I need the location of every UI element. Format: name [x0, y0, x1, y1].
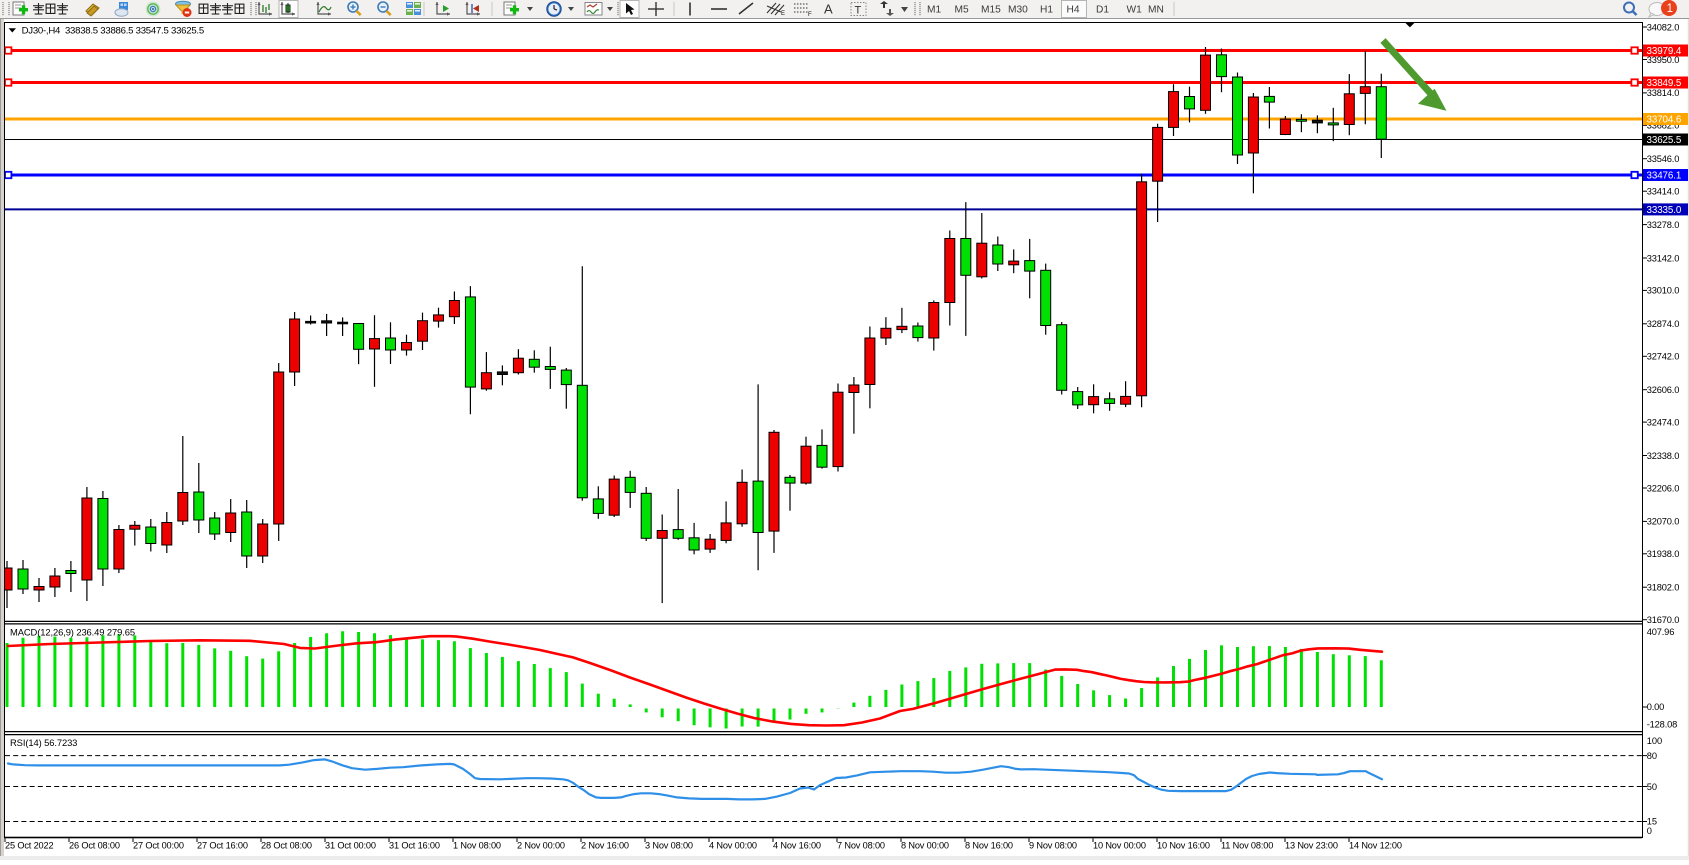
svg-text:31670.0: 31670.0: [1647, 615, 1680, 625]
svg-text:32338.0: 32338.0: [1647, 451, 1680, 461]
svg-text:10 Nov 16:00: 10 Nov 16:00: [1157, 841, 1210, 851]
svg-text:4 Nov 00:00: 4 Nov 00:00: [709, 841, 757, 851]
svg-text:33682.0: 33682.0: [1647, 121, 1680, 131]
svg-text:32474.0: 32474.0: [1647, 417, 1680, 427]
svg-text:T: T: [855, 5, 862, 17]
svg-text:31802.0: 31802.0: [1647, 583, 1680, 593]
svg-text:407.96: 407.96: [1647, 627, 1675, 637]
svg-text:33625.5: 33625.5: [1647, 135, 1682, 146]
svg-text:32206.0: 32206.0: [1647, 483, 1680, 493]
svg-text:8 Nov 16:00: 8 Nov 16:00: [965, 841, 1013, 851]
svg-text:26 Oct 08:00: 26 Oct 08:00: [69, 841, 120, 851]
svg-text:33704.6: 33704.6: [1647, 115, 1682, 126]
svg-text:A: A: [824, 2, 833, 17]
svg-text:H1: H1: [1040, 5, 1053, 16]
svg-text:50: 50: [1647, 782, 1657, 792]
svg-text:11 Nov 08:00: 11 Nov 08:00: [1221, 841, 1273, 851]
svg-text:0.00: 0.00: [1647, 702, 1665, 712]
svg-text:3 Nov 08:00: 3 Nov 08:00: [645, 841, 693, 851]
svg-text:33814.0: 33814.0: [1647, 88, 1680, 98]
svg-text:33979.4: 33979.4: [1647, 46, 1682, 57]
svg-text:33010.0: 33010.0: [1647, 286, 1680, 296]
svg-text:MN: MN: [1148, 5, 1164, 16]
svg-text:8 Nov 00:00: 8 Nov 00:00: [901, 841, 949, 851]
svg-text:10 Nov 00:00: 10 Nov 00:00: [1093, 841, 1146, 851]
svg-text:E: E: [781, 11, 785, 17]
svg-text:33278.0: 33278.0: [1647, 220, 1680, 230]
svg-text:32606.0: 32606.0: [1647, 385, 1680, 395]
svg-text:F: F: [808, 12, 812, 18]
svg-text:DJ30-,H4 33838.5 33886.5 3354: DJ30-,H4 33838.5 33886.5 33547.5 33625.5: [22, 26, 204, 37]
svg-text:M15: M15: [981, 5, 1001, 16]
svg-text:33414.0: 33414.0: [1647, 187, 1680, 197]
svg-text:100: 100: [1647, 736, 1663, 746]
svg-text:1: 1: [1667, 3, 1673, 15]
svg-text:33142.0: 33142.0: [1647, 253, 1680, 263]
svg-text:32874.0: 32874.0: [1647, 319, 1680, 329]
svg-text:RSI(14) 56.7233: RSI(14) 56.7233: [10, 737, 77, 748]
svg-text:1 Nov 08:00: 1 Nov 08:00: [453, 841, 501, 851]
svg-text:31 Oct 00:00: 31 Oct 00:00: [325, 841, 376, 851]
svg-text:15: 15: [1647, 817, 1657, 827]
svg-text:80: 80: [1647, 751, 1657, 761]
svg-text:M5: M5: [955, 5, 969, 16]
svg-text:4 Nov 16:00: 4 Nov 16:00: [773, 841, 821, 851]
svg-text:33335.0: 33335.0: [1647, 205, 1682, 216]
svg-text:32742.0: 32742.0: [1647, 352, 1680, 362]
svg-text:33546.0: 33546.0: [1647, 154, 1680, 164]
svg-text:-128.08: -128.08: [1647, 720, 1677, 730]
svg-text:33476.1: 33476.1: [1647, 171, 1682, 182]
svg-text:33950.0: 33950.0: [1647, 55, 1680, 65]
svg-text:M30: M30: [1008, 5, 1028, 16]
svg-text:2 Nov 00:00: 2 Nov 00:00: [517, 841, 565, 851]
svg-text:27 Oct 16:00: 27 Oct 16:00: [197, 841, 248, 851]
svg-text:9 Nov 08:00: 9 Nov 08:00: [1029, 841, 1077, 851]
svg-text:M1: M1: [927, 5, 941, 16]
svg-text:D1: D1: [1096, 5, 1109, 16]
svg-text:H4: H4: [1067, 5, 1080, 16]
svg-text:28 Oct 08:00: 28 Oct 08:00: [261, 841, 312, 851]
svg-text:33849.5: 33849.5: [1647, 78, 1682, 89]
svg-text:34082.0: 34082.0: [1647, 22, 1680, 32]
svg-text:0: 0: [1647, 826, 1652, 836]
svg-text:27 Oct 00:00: 27 Oct 00:00: [133, 841, 184, 851]
svg-text:MACD(12,26,9) 236.49 279.65: MACD(12,26,9) 236.49 279.65: [10, 626, 135, 637]
svg-text:31 Oct 16:00: 31 Oct 16:00: [389, 841, 440, 851]
svg-text:W1: W1: [1127, 5, 1143, 16]
svg-text:25 Oct 2022: 25 Oct 2022: [5, 841, 53, 851]
svg-text:2 Nov 16:00: 2 Nov 16:00: [581, 841, 629, 851]
svg-text:32070.0: 32070.0: [1647, 517, 1680, 527]
svg-text:31938.0: 31938.0: [1647, 549, 1680, 559]
svg-text:7 Nov 08:00: 7 Nov 08:00: [837, 841, 885, 851]
svg-text:14 Nov 12:00: 14 Nov 12:00: [1349, 841, 1402, 851]
svg-text:13 Nov 23:00: 13 Nov 23:00: [1285, 841, 1338, 851]
